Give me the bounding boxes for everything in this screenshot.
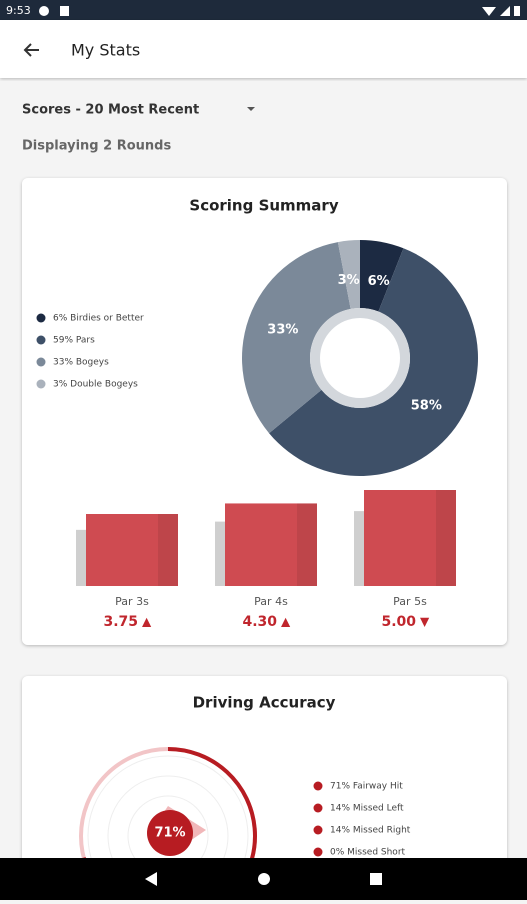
bar-value: 4.30 [242, 614, 277, 630]
legend-dot [313, 803, 323, 813]
slice-label: 6% [368, 274, 390, 289]
legend-text: 71% Fairway Hit [330, 782, 403, 792]
battery-icon [514, 6, 520, 16]
bar-overlay [158, 514, 178, 586]
trend-icon: ▼ [420, 615, 430, 629]
slice-label: 3% [338, 273, 360, 288]
par-bar [225, 503, 317, 586]
par-bar [86, 514, 178, 586]
bar-label: Par 4s [254, 595, 288, 608]
donut-slice [269, 248, 479, 476]
legend-dot [36, 379, 46, 389]
bar-label: Par 3s [115, 595, 149, 608]
legend-dot [36, 335, 46, 345]
bar-overlay [297, 503, 317, 586]
legend-text: 14% Missed Left [330, 804, 404, 814]
trend-icon: ▲ [142, 615, 152, 629]
card-title: Scoring Summary [189, 197, 338, 215]
par-bar [364, 490, 456, 586]
legend-dot [313, 825, 323, 835]
dropdown-arrow[interactable] [247, 107, 255, 111]
app-bar [0, 20, 527, 78]
signal-icon [500, 6, 510, 16]
legend-text: 14% Missed Right [330, 826, 411, 836]
legend-text: 59% Pars [53, 336, 95, 346]
legend-text: 33% Bogeys [53, 358, 109, 368]
status-icon [39, 6, 49, 16]
status-icon [60, 6, 69, 16]
legend-text: 6% Birdies or Better [53, 314, 144, 324]
legend-dot [36, 357, 46, 367]
legend-text: 3% Double Bogeys [53, 380, 138, 390]
accuracy-value: 71% [154, 826, 185, 841]
trend-icon: ▲ [281, 615, 291, 629]
filter-dropdown[interactable]: Scores - 20 Most Recent [22, 103, 199, 118]
legend-dot [313, 781, 323, 791]
driving-card [22, 676, 507, 886]
donut-slice [337, 240, 360, 309]
app-title: My Stats [71, 41, 140, 60]
donut-hole [320, 318, 400, 398]
card-title: Driving Accuracy [193, 694, 336, 712]
nav-recents[interactable] [370, 873, 382, 885]
back-button[interactable] [23, 43, 39, 57]
nav-back[interactable] [145, 872, 157, 886]
accuracy-badge [147, 810, 193, 856]
bar-value: 5.00 [381, 614, 416, 630]
radar-grid [87, 755, 249, 904]
slice-label: 58% [411, 399, 442, 414]
legend-text: 0% Missed Short [330, 848, 406, 858]
donut-slice [360, 240, 404, 312]
slice-label: 33% [267, 323, 298, 338]
legend-dot [36, 313, 46, 323]
status-time: 9:53 [6, 4, 31, 17]
wifi-icon [482, 7, 496, 16]
bar-label: Par 5s [393, 595, 427, 608]
nav-home[interactable] [258, 873, 270, 885]
bar-overlay [436, 490, 456, 586]
legend-dot [313, 847, 323, 857]
status-bar [0, 0, 527, 20]
rounds-subtitle: Displaying 2 Rounds [22, 139, 171, 154]
donut-slice [242, 242, 351, 434]
bar-value: 3.75 [103, 614, 138, 630]
